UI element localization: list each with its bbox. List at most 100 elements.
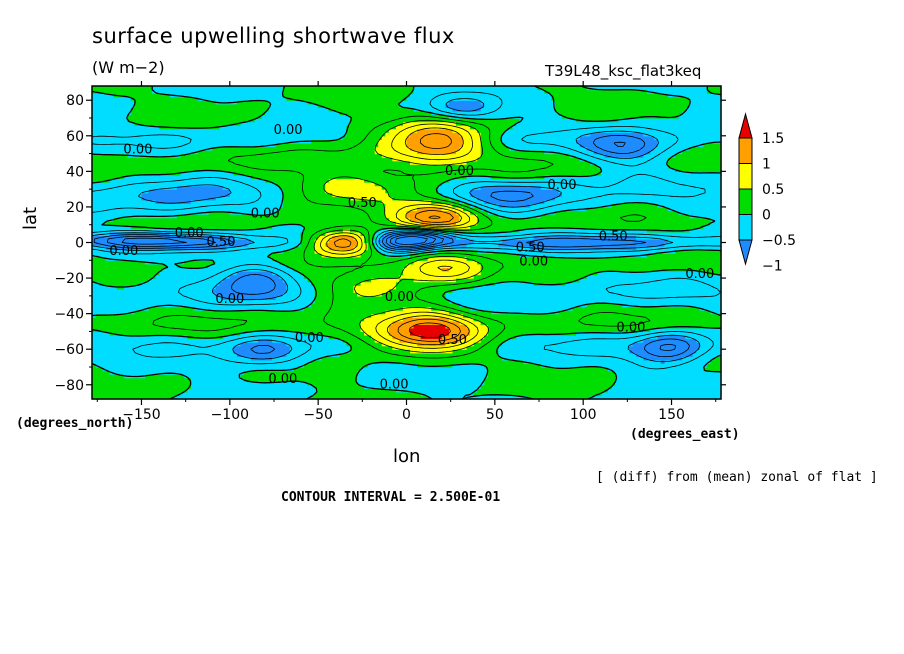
field-cell [226,345,231,350]
field-cell [176,359,181,365]
field-cell [205,313,210,318]
field-cell [463,388,468,393]
field-cell [448,302,454,308]
field-cell [275,391,280,397]
field-cell [113,334,118,340]
field-cell [537,338,542,343]
field-cell [123,366,128,372]
field-cell [229,363,234,368]
field-cell [127,395,132,400]
field-cell [629,384,634,389]
field-cell [137,345,143,350]
field-cell [169,327,174,333]
field-cell [526,349,531,354]
field-cell [219,391,224,397]
field-cell [459,320,464,325]
field-cell [198,342,203,347]
field-cell [219,342,224,347]
field-cell [159,345,164,350]
field-cell [498,324,503,329]
field-cell [636,356,641,361]
field-cell [127,363,132,368]
field-cell [222,381,227,386]
field-cell [455,363,461,368]
field-cell [198,377,203,382]
field-cell [558,391,563,397]
field-cell [342,359,348,365]
field-cell [364,306,369,311]
field-cell [667,359,673,365]
field-cell [339,345,344,350]
field-cell [279,388,284,393]
field-cell [533,320,538,325]
field-cell [346,356,351,361]
field-cell [505,381,510,386]
field-cell [364,317,369,322]
field-cell [332,377,337,382]
field-cell [229,313,234,318]
field-cell [205,366,210,372]
field-cell [328,366,333,372]
field-cell [342,395,348,400]
field-cell [304,306,309,311]
field-cell [258,299,263,304]
field-cell [314,302,319,308]
field-cell [318,334,323,340]
field-cell [349,370,355,375]
field-cell [685,366,690,372]
field-cell [113,352,118,357]
field-cell [689,331,694,336]
field-cell [198,381,203,386]
field-cell [434,317,439,322]
field-cell [159,327,164,333]
field-cell [123,384,128,389]
field-cell [487,395,492,400]
field-cell [374,356,379,361]
field-cell [639,370,644,375]
field-cell [205,359,210,365]
field-cell [537,377,542,382]
field-cell [247,327,252,333]
field-cell [417,388,422,393]
field-cell [572,302,577,308]
field-cell [448,384,454,389]
field-cell [360,374,365,379]
field-cell [194,384,199,389]
field-cell [572,359,577,365]
field-cell [530,324,535,329]
field-cell [643,388,648,393]
field-cell [600,381,605,386]
field-cell [611,302,616,308]
field-cell [636,384,641,389]
field-cell [367,313,372,318]
field-cell [452,381,457,386]
field-cell [632,324,637,329]
field-cell [664,334,669,340]
field-cell [282,324,287,329]
field-cell [569,338,574,343]
field-cell [371,391,376,397]
field-cell [328,345,333,350]
field-cell [558,366,563,372]
field-cell [554,391,560,397]
field-cell [102,324,107,329]
field-cell [561,356,567,361]
field-cell [487,327,492,333]
field-cell [395,320,401,325]
field-cell [289,363,295,368]
field-cell [590,388,595,393]
field-cell [187,338,192,343]
field-cell [183,363,189,368]
field-cell [625,320,630,325]
field-cell [494,306,499,311]
field-cell [540,310,545,315]
field-cell [342,388,348,393]
field-cell [296,384,302,389]
field-cell [463,366,468,372]
field-cell [445,299,450,304]
field-cell [342,306,348,311]
field-cell [484,370,489,375]
field-cell [289,320,295,325]
field-cell [689,377,694,382]
field-cell [547,352,552,357]
